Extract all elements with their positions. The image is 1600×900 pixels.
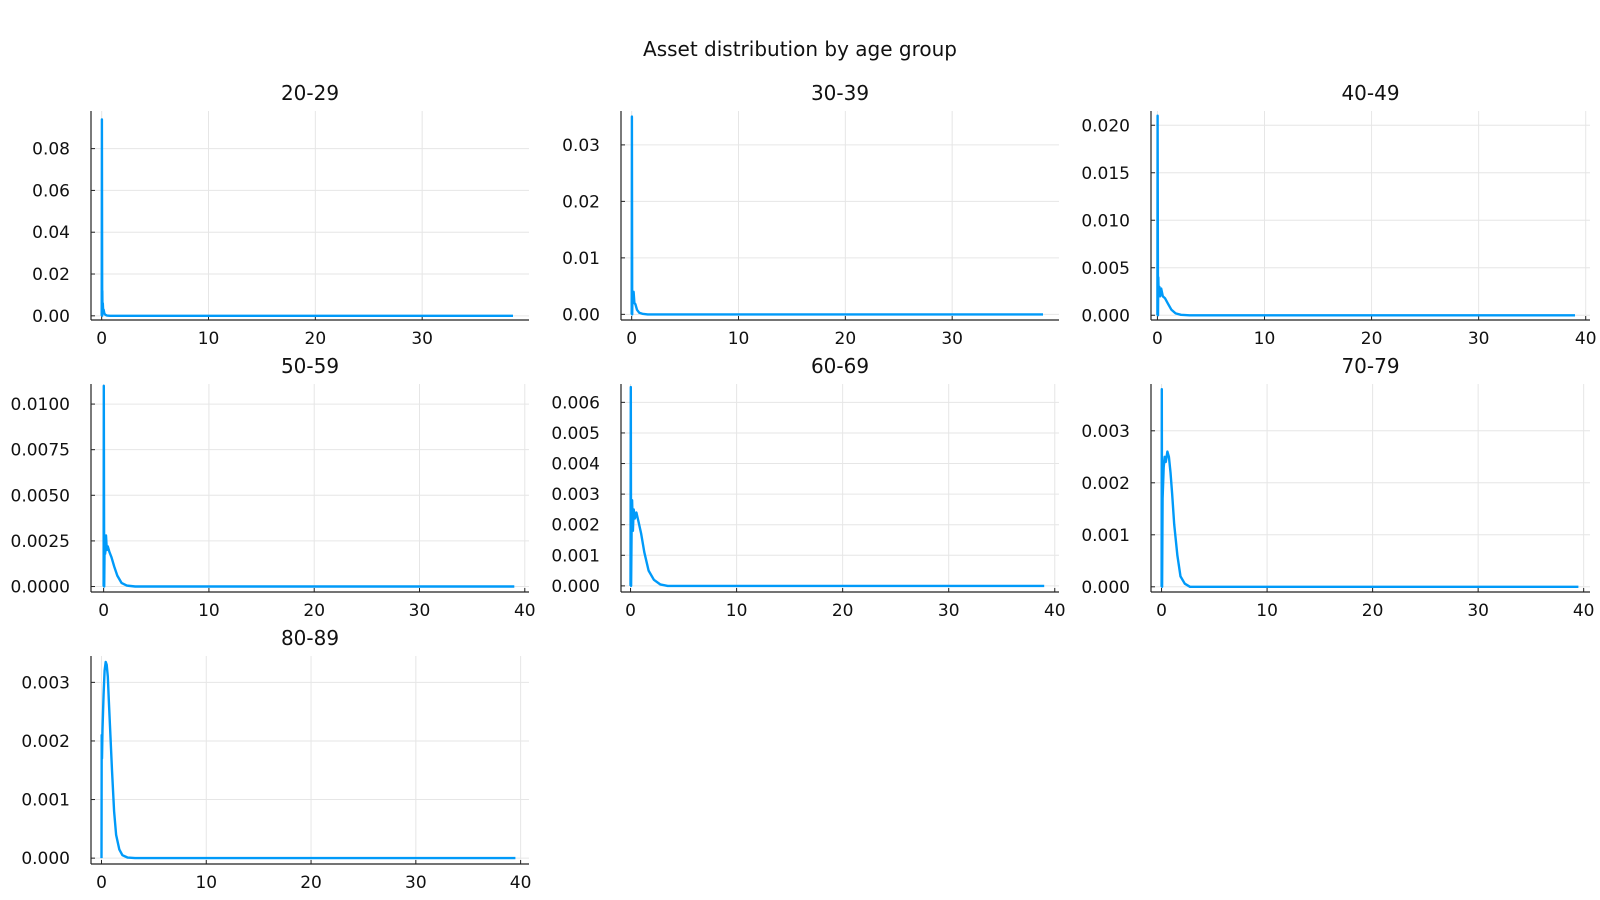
x-tick-label: 10 (726, 601, 748, 621)
y-tick-label: 0.003 (551, 485, 600, 505)
subplot-70-79: 0 10 20 30 40 0.000 0.001 0.002 0.003 70-79 (1081, 354, 1594, 621)
subplot-60-69: 0 10 20 30 40 0.000 0.001 0.002 0.003 0.004 0.005 0… (551, 354, 1065, 621)
y-tick-label: 0.00 (562, 305, 600, 325)
x-tick-label: 10 (1254, 329, 1276, 349)
y-tick-label: 0.08 (32, 140, 70, 160)
x-tick-label: 40 (1575, 329, 1597, 349)
x-tick-label: 0 (98, 601, 109, 621)
y-tick-label: 0.01 (562, 249, 600, 269)
series-line (1156, 114, 1575, 317)
y-tick-label: 0.003 (1081, 422, 1130, 442)
x-tick-label: 0 (1152, 329, 1163, 349)
y-tick-label: 0.00 (32, 307, 70, 327)
x-tick-label: 30 (941, 329, 963, 349)
y-tick-label: 0.015 (1081, 164, 1130, 184)
subplot-title: 30-39 (811, 81, 869, 105)
x-tick-label: 20 (1362, 601, 1384, 621)
y-tick-label: 0.002 (551, 516, 600, 536)
series-line (102, 384, 515, 588)
y-tick-label: 0.005 (551, 424, 600, 444)
y-tick-label: 0.02 (32, 265, 70, 285)
subplot-title: 70-79 (1341, 354, 1399, 378)
subplot-30-39: 0 10 20 30 0.00 0.01 0.02 0.03 30-39 (562, 81, 1059, 349)
x-tick-label: 30 (1468, 329, 1490, 349)
subplot-title: 60-69 (811, 354, 869, 378)
y-tick-label: 0.001 (21, 791, 70, 811)
series-line (629, 385, 1045, 588)
y-tick-label: 0.002 (21, 732, 70, 752)
x-tick-label: 10 (728, 329, 750, 349)
subplot-40-49: 0 10 20 30 40 0.000 0.005 0.010 0.015 0.020 40-49 (1081, 81, 1596, 349)
subplot-title: 20-29 (281, 81, 339, 105)
y-tick-label: 0.0025 (11, 532, 70, 552)
x-tick-label: 30 (1467, 601, 1489, 621)
y-tick-label: 0.010 (1081, 211, 1130, 231)
y-tick-label: 0.0000 (11, 578, 70, 598)
y-tick-label: 0.0100 (11, 395, 70, 415)
y-tick-label: 0.000 (1081, 578, 1130, 598)
x-tick-label: 0 (1156, 601, 1167, 621)
y-tick-label: 0.001 (1081, 526, 1130, 546)
x-tick-label: 20 (303, 601, 325, 621)
x-tick-label: 20 (832, 601, 854, 621)
figure-title: Asset distribution by age group (643, 37, 957, 61)
series-line (100, 660, 516, 860)
x-tick-label: 20 (305, 329, 327, 349)
x-tick-label: 40 (510, 873, 532, 893)
y-tick-label: 0.020 (1081, 116, 1130, 136)
x-tick-label: 30 (411, 329, 433, 349)
y-tick-label: 0.000 (551, 577, 600, 597)
y-tick-label: 0.004 (551, 455, 600, 475)
y-tick-label: 0.003 (21, 673, 70, 693)
y-tick-label: 0.001 (551, 546, 600, 566)
y-tick-label: 0.03 (562, 136, 600, 156)
subplot-title: 80-89 (281, 626, 339, 650)
y-tick-label: 0.02 (562, 192, 600, 212)
y-tick-label: 0.06 (32, 181, 70, 201)
x-tick-label: 0 (96, 329, 107, 349)
series-line (1160, 388, 1579, 588)
x-tick-label: 10 (198, 329, 220, 349)
y-tick-label: 0.0050 (11, 486, 70, 506)
x-tick-label: 40 (1044, 601, 1066, 621)
subplot-title: 50-59 (281, 354, 339, 378)
x-tick-label: 30 (938, 601, 960, 621)
subplot-80-89: 0 10 20 30 40 0.000 0.001 0.002 0.003 80-89 (21, 626, 531, 893)
series-line (630, 115, 1043, 316)
x-tick-label: 20 (1361, 329, 1383, 349)
subplot-50-59: 0 10 20 30 40 0.0000 0.0025 0.0050 0.0075 0.0100 5… (11, 354, 536, 621)
x-tick-label: 30 (409, 601, 431, 621)
x-tick-label: 10 (195, 873, 217, 893)
y-tick-label: 0.006 (551, 393, 600, 413)
x-tick-label: 10 (198, 601, 220, 621)
y-tick-label: 0.005 (1081, 259, 1130, 279)
x-tick-label: 0 (626, 329, 637, 349)
subplot-title: 40-49 (1341, 81, 1399, 105)
x-tick-label: 20 (300, 873, 322, 893)
y-tick-label: 0.04 (32, 223, 70, 243)
y-tick-label: 0.002 (1081, 474, 1130, 494)
x-tick-label: 20 (835, 329, 857, 349)
y-tick-label: 0.000 (21, 849, 70, 869)
x-tick-label: 10 (1256, 601, 1278, 621)
y-tick-label: 0.0075 (11, 441, 70, 461)
subplot-20-29: 0 10 20 30 0.00 0.02 0.04 0.06 0.08 20-29 (32, 81, 529, 349)
series-line (100, 118, 513, 317)
y-tick-label: 0.000 (1081, 306, 1130, 326)
x-tick-label: 40 (1573, 601, 1595, 621)
x-tick-label: 0 (96, 873, 107, 893)
x-tick-label: 30 (405, 873, 427, 893)
x-tick-label: 40 (514, 601, 536, 621)
x-tick-label: 0 (625, 601, 636, 621)
